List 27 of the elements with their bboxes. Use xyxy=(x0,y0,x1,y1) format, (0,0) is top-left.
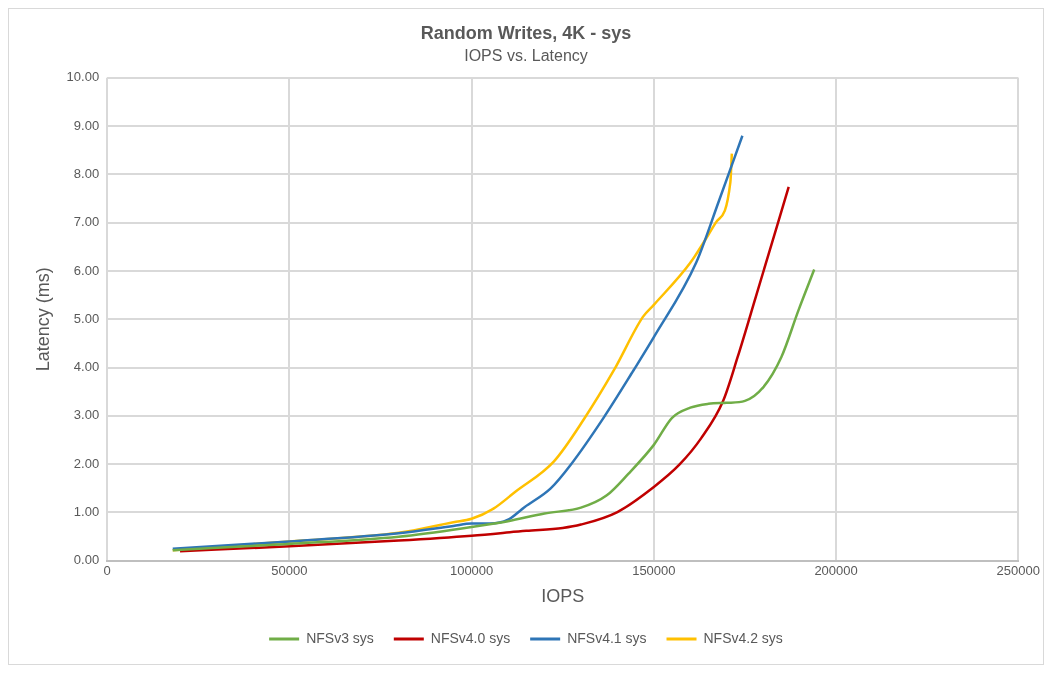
y-tick-label: 3.00 xyxy=(73,407,100,423)
y-tick-label: 9.00 xyxy=(73,117,100,133)
x-tick-label: 100000 xyxy=(449,563,494,579)
x-axis-title: IOPS xyxy=(541,586,585,607)
x-tick-label: 150000 xyxy=(632,563,676,579)
y-tick-label: 0.00 xyxy=(73,552,100,568)
x-tick-label: 200000 xyxy=(814,563,858,579)
line-series xyxy=(178,185,790,553)
x-tick-label: 0 xyxy=(103,563,111,579)
chart-title: Random Writes, 4K - sys xyxy=(420,22,632,43)
y-tick-label: 7.00 xyxy=(73,214,100,230)
y-tick-label: 8.00 xyxy=(73,165,100,181)
legend-label: NFSv4.0 sys xyxy=(430,629,511,646)
y-tick-label: 5.00 xyxy=(73,310,100,326)
y-tick-label: 2.00 xyxy=(73,455,100,471)
chart-subtitle: IOPS vs. Latency xyxy=(464,46,588,64)
y-axis-title: Latency (ms) xyxy=(32,267,53,372)
line-series xyxy=(171,268,816,552)
legend-label: NFSv3 sys xyxy=(306,629,374,646)
y-tick-label: 10.00 xyxy=(66,69,100,85)
x-tick-label: 250000 xyxy=(996,563,1041,579)
x-tick-label: 50000 xyxy=(271,563,308,579)
y-tick-label: 6.00 xyxy=(73,262,100,278)
y-tick-label: 4.00 xyxy=(73,359,100,375)
y-tick-label: 1.00 xyxy=(73,504,100,520)
legend-label: NFSv4.1 sys xyxy=(567,629,647,646)
legend-label: NFSv4.2 sys xyxy=(703,629,783,646)
